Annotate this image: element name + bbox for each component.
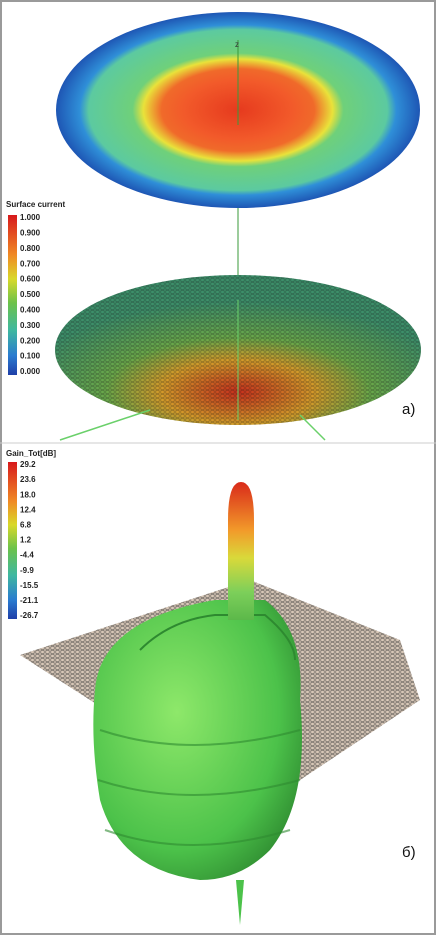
legend-tick: 0.900 [20, 229, 41, 238]
legend-tick: 0.200 [20, 336, 41, 345]
legend-tick: -9.9 [20, 566, 34, 575]
axis-label: z [235, 40, 239, 49]
legend-tick: 0.300 [20, 321, 41, 330]
legend-tick: 0.400 [20, 306, 41, 315]
colorbar [8, 462, 17, 619]
ripple [139, 614, 296, 661]
legend-title: Gain_Tot[dB] [6, 449, 56, 458]
legend-tick: 0.800 [20, 244, 41, 253]
axis [299, 414, 326, 441]
legend-tick: 23.6 [20, 475, 36, 484]
legend-tick: -26.7 [20, 611, 39, 620]
panel-label: a) [402, 401, 415, 418]
legend-tick: 0.100 [20, 352, 41, 361]
panel-label: б) [402, 844, 416, 861]
ripple [97, 729, 301, 846]
legend-tick: 0.500 [20, 290, 41, 299]
legend-tick: 0.700 [20, 259, 41, 268]
colorbar [8, 215, 17, 375]
legend-tick: 12.4 [20, 505, 36, 514]
legend-tick: 1.2 [20, 536, 32, 545]
legend-tick: -21.1 [20, 596, 39, 605]
legend-tick: -15.5 [20, 581, 39, 590]
legend-tick: -4.4 [20, 551, 34, 560]
axis [59, 409, 151, 441]
legend-tick: 1.000 [20, 213, 41, 222]
legend-tick: 0.000 [20, 367, 41, 376]
legend-title: Surface current [6, 200, 65, 209]
legend-tick: 29.2 [20, 460, 36, 469]
back-lobe [236, 880, 244, 925]
radiation-pattern [93, 600, 302, 880]
main-lobe [228, 482, 254, 620]
legend-tick: 18.0 [20, 490, 36, 499]
legend-tick: 6.8 [20, 521, 32, 530]
legend-tick: 0.600 [20, 275, 41, 284]
